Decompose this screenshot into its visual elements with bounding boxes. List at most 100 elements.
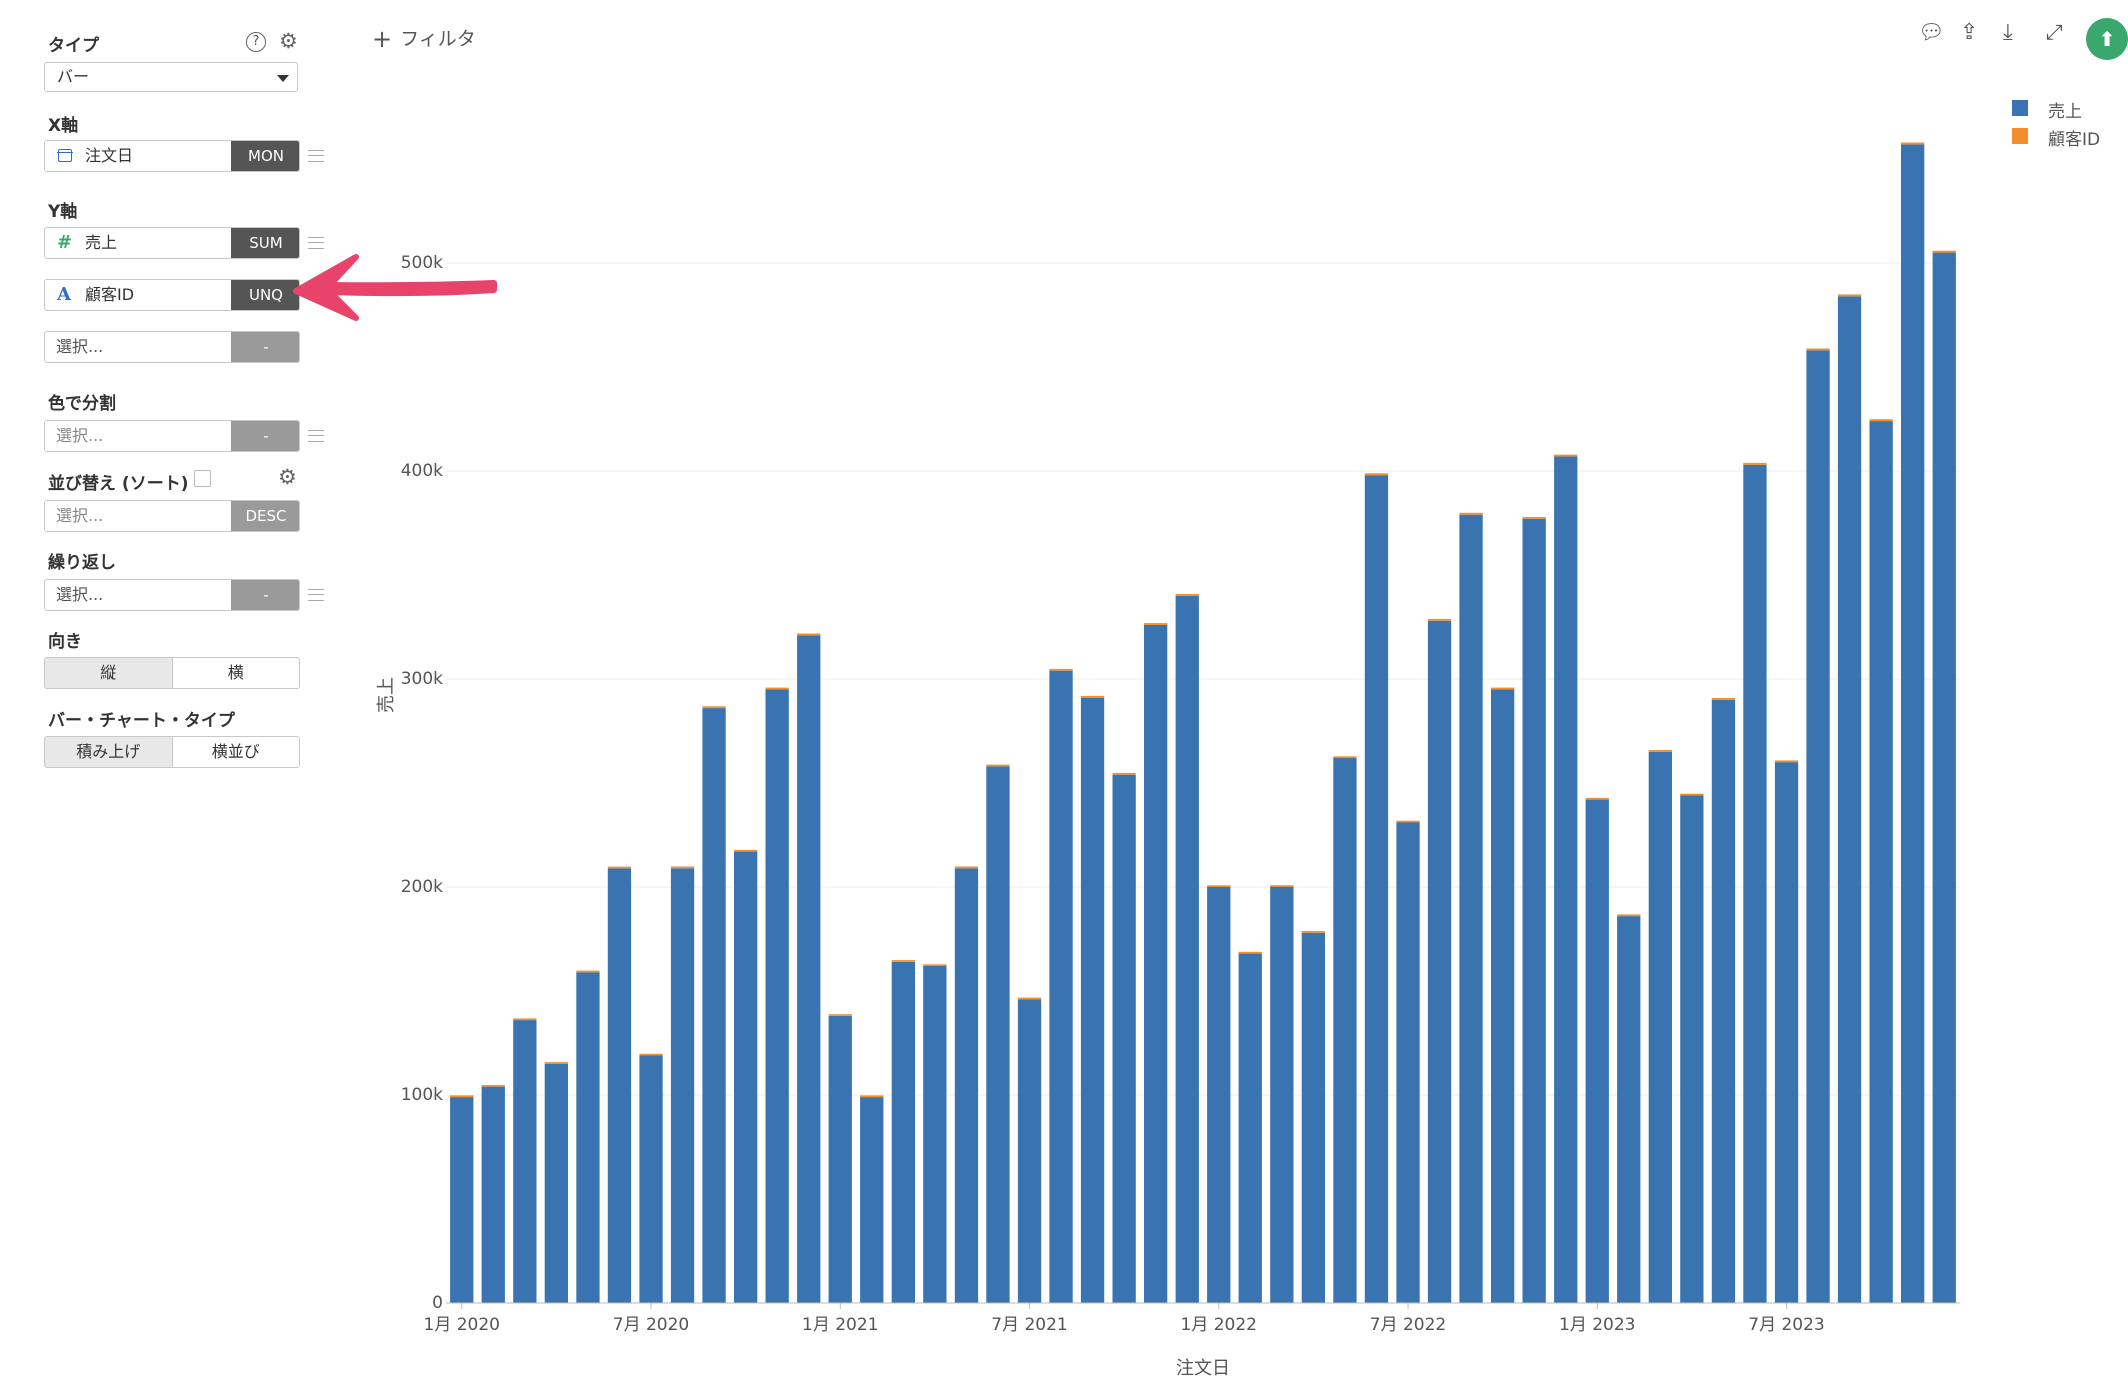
bar-customer[interactable] <box>1932 250 1956 253</box>
bar-sales[interactable] <box>1017 999 1042 1303</box>
comment-icon[interactable]: 💬︎ <box>1918 20 1945 44</box>
download-icon[interactable]: ⤓ <box>2003 20 2013 45</box>
bar-customer[interactable] <box>1396 820 1420 823</box>
repeat-field[interactable]: 選択... - <box>44 579 300 611</box>
bar-customer[interactable] <box>1901 142 1925 145</box>
bar-sales[interactable] <box>828 1016 852 1303</box>
bar-sales[interactable] <box>860 1097 884 1303</box>
bar-sales[interactable] <box>1270 887 1294 1303</box>
bar-customer[interactable] <box>1554 454 1578 457</box>
bar-customer[interactable] <box>513 1018 537 1021</box>
bar-sales[interactable] <box>986 766 1010 1303</box>
bar-customer[interactable] <box>860 1095 884 1098</box>
bar-customer[interactable] <box>1680 793 1704 796</box>
bar-customer[interactable] <box>1522 517 1546 519</box>
bar-sales[interactable] <box>670 868 695 1303</box>
bar-customer[interactable] <box>1427 618 1452 621</box>
pin-icon[interactable]: ⬆ <box>2086 18 2128 60</box>
bar-customer[interactable] <box>828 1014 852 1016</box>
repeat-agg-button[interactable]: - <box>231 580 299 610</box>
bar-sales[interactable] <box>1806 350 1830 1303</box>
bar-sales[interactable] <box>1648 751 1672 1303</box>
y-axis-empty-agg-button[interactable]: - <box>231 332 299 362</box>
bar-customer[interactable] <box>1080 695 1105 698</box>
orientation-vertical-option[interactable]: 縦 <box>45 658 172 688</box>
bar-customer[interactable] <box>1869 419 1893 422</box>
bar-customer[interactable] <box>1743 462 1767 465</box>
bar-customer[interactable] <box>891 960 915 962</box>
bar-customer[interactable] <box>639 1053 663 1056</box>
bar-sales[interactable] <box>576 972 600 1303</box>
bar-sales[interactable] <box>1049 670 1073 1303</box>
expand-icon[interactable]: ⤢ <box>2046 20 2063 44</box>
bar-customer[interactable] <box>1301 931 1325 933</box>
bar-sales[interactable] <box>1491 689 1515 1303</box>
x-axis-menu-icon[interactable] <box>308 150 324 162</box>
bar-sales[interactable] <box>891 961 915 1303</box>
bar-sales[interactable] <box>1238 953 1262 1303</box>
bar-sales[interactable] <box>1554 456 1578 1303</box>
bar-customer[interactable] <box>1585 797 1609 800</box>
bar-sales[interactable] <box>639 1055 663 1304</box>
bar-sales[interactable] <box>1774 762 1799 1303</box>
bar-customer[interactable] <box>954 866 979 869</box>
type-settings-gear-icon[interactable]: ⚙ <box>279 29 298 53</box>
bar-sales[interactable] <box>765 689 789 1303</box>
bar-sales[interactable] <box>702 708 726 1303</box>
color-split-agg-button[interactable]: - <box>231 421 299 451</box>
bar-sales[interactable] <box>607 868 632 1303</box>
bar-sales[interactable] <box>1333 758 1357 1303</box>
bar-sales[interactable] <box>923 966 947 1303</box>
sort-field[interactable]: 選択... DESC <box>44 500 300 532</box>
bar-customer[interactable] <box>797 633 821 636</box>
sort-settings-gear-icon[interactable]: ⚙ <box>278 465 297 489</box>
bar-customer[interactable] <box>1270 885 1294 887</box>
repeat-menu-icon[interactable] <box>308 589 324 601</box>
bar-sales[interactable] <box>1364 475 1389 1303</box>
bar-sales[interactable] <box>1932 252 1956 1304</box>
bar-sales[interactable] <box>1427 620 1452 1303</box>
add-filter-button[interactable]: + フィルタ <box>372 24 476 53</box>
y-axis-field-customer[interactable]: A 顧客ID UNQ <box>44 279 300 311</box>
bar-customer[interactable] <box>481 1085 505 1087</box>
bar-customer[interactable] <box>986 764 1010 767</box>
bar-sales[interactable] <box>1837 296 1862 1303</box>
bar-sales[interactable] <box>1459 514 1483 1303</box>
bar-sales[interactable] <box>481 1086 505 1303</box>
bar-customer[interactable] <box>576 970 600 973</box>
bar-sales[interactable] <box>1743 464 1767 1303</box>
color-split-menu-icon[interactable] <box>308 430 324 442</box>
bar-customer[interactable] <box>702 706 726 709</box>
bar-customer[interactable] <box>670 866 695 869</box>
bar-customer[interactable] <box>607 866 632 869</box>
bar-sales[interactable] <box>954 868 979 1303</box>
x-axis-field[interactable]: 注文日 MON <box>44 140 300 172</box>
bar-customer[interactable] <box>765 687 789 690</box>
bar-sales[interactable] <box>1585 799 1609 1303</box>
bar-sales[interactable] <box>1080 697 1105 1303</box>
bar-customer[interactable] <box>1837 294 1862 297</box>
bar-customer[interactable] <box>1238 951 1262 954</box>
bar-customer[interactable] <box>1049 668 1073 671</box>
bar-customer[interactable] <box>1207 885 1231 887</box>
bar-sales[interactable] <box>1901 144 1925 1303</box>
bar-sales[interactable] <box>513 1020 537 1303</box>
bar-customer[interactable] <box>1617 914 1641 917</box>
bar-customer[interactable] <box>1112 772 1136 775</box>
bar-sales[interactable] <box>1869 421 1893 1304</box>
bar-sales[interactable] <box>544 1063 568 1303</box>
bar-type-stacked-option[interactable]: 積み上げ <box>45 737 172 767</box>
bar-customer[interactable] <box>1333 756 1357 759</box>
bar-sales[interactable] <box>1680 795 1704 1304</box>
bar-customer[interactable] <box>1806 348 1830 351</box>
bar-customer[interactable] <box>544 1062 568 1064</box>
upload-icon[interactable]: ⇪ <box>1960 20 1979 45</box>
bar-sales[interactable] <box>1144 624 1168 1303</box>
help-icon[interactable]: ? <box>246 32 266 52</box>
bar-customer[interactable] <box>923 964 947 966</box>
bar-sales[interactable] <box>450 1097 474 1303</box>
bar-customer[interactable] <box>1175 594 1199 596</box>
x-axis-agg-button[interactable]: MON <box>231 141 299 171</box>
bar-customer[interactable] <box>450 1095 474 1098</box>
bar-sales[interactable] <box>797 635 821 1303</box>
